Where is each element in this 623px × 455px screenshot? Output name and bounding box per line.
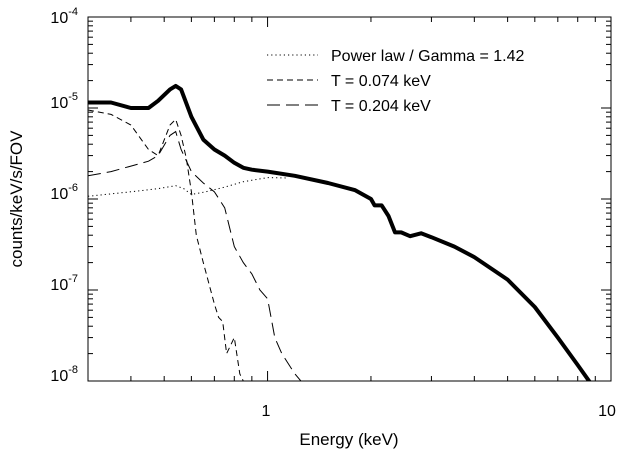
x-axis-label: Energy (keV) xyxy=(299,430,398,449)
plot-frame xyxy=(87,16,612,382)
y-tick-label: 10-7 xyxy=(50,273,78,294)
series-line-t-0204 xyxy=(88,130,302,381)
y-tick-label: 10-6 xyxy=(50,182,78,203)
legend-label-t-0204: T = 0.204 keV xyxy=(331,98,431,115)
legend-label-power-law: Power law / Gamma = 1.42 xyxy=(331,48,525,65)
axis-ticks xyxy=(87,16,612,382)
series-line-total xyxy=(88,83,592,381)
y-tick-label: 10-4 xyxy=(50,6,78,27)
legend-label-t-0074: T = 0.074 keV xyxy=(331,73,431,90)
x-tick-label: 1 xyxy=(262,403,271,420)
y-tick-label: 10-8 xyxy=(50,364,78,385)
y-axis-label: counts/keV/s/FOV xyxy=(7,130,26,268)
series-line-power-law xyxy=(88,177,289,197)
x-tick-label: 10 xyxy=(598,403,616,420)
legend: Power law / Gamma = 1.42 T = 0.074 keV T… xyxy=(267,48,525,115)
series-line-t-0074 xyxy=(88,109,244,381)
y-tick-label: 10-5 xyxy=(50,91,78,112)
